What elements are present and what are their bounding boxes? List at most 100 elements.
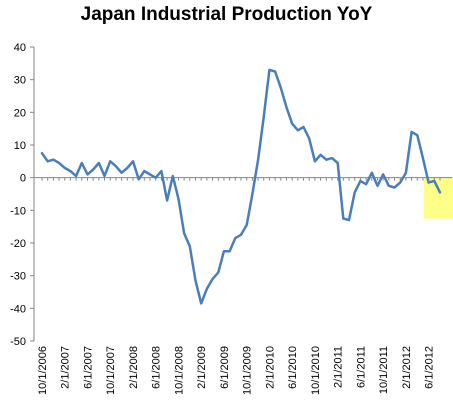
data-point: [422, 157, 424, 159]
data-point: [194, 279, 196, 281]
y-tick-label: 40: [14, 42, 26, 54]
data-point: [132, 160, 134, 162]
x-tick-label: 6/1/2008: [151, 346, 163, 389]
data-point: [319, 154, 321, 156]
data-point: [382, 173, 384, 175]
data-point: [155, 176, 157, 178]
data-point: [46, 160, 48, 162]
x-tick-label: 2/1/2012: [401, 346, 413, 389]
y-tick-label: -40: [10, 303, 26, 315]
y-tick-label: -30: [10, 271, 26, 283]
data-point: [365, 183, 367, 185]
x-tick-label: 10/1/2010: [310, 346, 322, 395]
x-tick-label: 10/1/2009: [242, 346, 254, 395]
y-tick-label: 10: [14, 140, 26, 152]
data-point: [120, 172, 122, 174]
data-point: [177, 198, 179, 200]
data-point: [183, 232, 185, 234]
data-point: [325, 159, 327, 161]
data-point: [331, 157, 333, 159]
data-point: [257, 159, 259, 161]
data-point: [206, 288, 208, 290]
data-point: [427, 181, 429, 183]
x-tick-label: 6/1/2007: [82, 346, 94, 389]
data-point: [354, 191, 356, 193]
data-point: [308, 137, 310, 139]
data-point: [98, 162, 100, 164]
data-point: [285, 106, 287, 108]
data-point: [52, 159, 54, 161]
highlight-box: [423, 177, 453, 219]
data-point: [240, 234, 242, 236]
x-tick-label: 10/1/2007: [105, 346, 117, 395]
data-point: [245, 224, 247, 226]
x-tick-label: 2/1/2010: [264, 346, 276, 389]
y-tick-label: -20: [10, 238, 26, 250]
data-point: [115, 165, 117, 167]
data-point: [359, 180, 361, 182]
data-point: [137, 178, 139, 180]
data-point: [75, 175, 77, 177]
data-point: [297, 129, 299, 131]
data-point: [64, 167, 66, 169]
data-point: [291, 123, 293, 125]
data-point: [126, 167, 128, 169]
data-point: [416, 134, 418, 136]
data-point: [160, 170, 162, 172]
data-point: [143, 170, 145, 172]
y-tick-label: -10: [10, 205, 26, 217]
data-point: [410, 131, 412, 133]
data-point: [58, 162, 60, 164]
data-point: [251, 193, 253, 195]
data-point: [92, 168, 94, 170]
data-point: [41, 152, 43, 154]
data-point: [223, 250, 225, 252]
x-tick-label: 6/1/2011: [355, 346, 367, 388]
data-point: [314, 160, 316, 162]
data-point: [189, 245, 191, 247]
x-tick-label: 2/1/2009: [196, 346, 208, 389]
series-line: [40, 68, 442, 305]
data-point: [371, 172, 373, 174]
data-point: [393, 186, 395, 188]
x-tick-label: 10/1/2011: [378, 346, 390, 394]
data-point: [336, 162, 338, 164]
data-point: [200, 302, 202, 304]
data-point: [376, 185, 378, 187]
data-point: [388, 185, 390, 187]
x-tick-label: 10/1/2006: [37, 346, 49, 395]
x-tick-label: 6/1/2010: [287, 346, 299, 389]
x-tick-label: 2/1/2007: [60, 346, 72, 389]
data-point: [268, 69, 270, 71]
x-tick-label: 6/1/2012: [424, 346, 436, 389]
x-tick-label: 2/1/2008: [128, 346, 140, 389]
y-tick-label: 20: [14, 107, 26, 119]
x-tick-label: 2/1/2011: [333, 346, 345, 388]
y-tick-label: -50: [10, 336, 26, 348]
data-point: [103, 175, 105, 177]
data-point: [234, 237, 236, 239]
data-point: [217, 271, 219, 273]
data-point: [399, 181, 401, 183]
data-point: [86, 173, 88, 175]
x-tick-label: 10/1/2008: [173, 346, 185, 395]
data-point: [109, 160, 111, 162]
data-point: [172, 175, 174, 177]
data-point: [439, 191, 441, 193]
data-point: [211, 278, 213, 280]
data-point: [274, 70, 276, 72]
chart-title: Japan Industrial Production YoY: [80, 4, 373, 25]
data-point: [149, 173, 151, 175]
data-point: [302, 126, 304, 128]
data-point: [263, 116, 265, 118]
x-tick-label: 6/1/2009: [219, 346, 231, 389]
data-point: [348, 219, 350, 221]
data-point: [280, 87, 282, 89]
data-point: [342, 217, 344, 219]
data-point: [166, 199, 168, 201]
data-point: [405, 172, 407, 174]
y-tick-label: 30: [14, 75, 26, 87]
data-point: [433, 180, 435, 182]
data-point: [69, 170, 71, 172]
